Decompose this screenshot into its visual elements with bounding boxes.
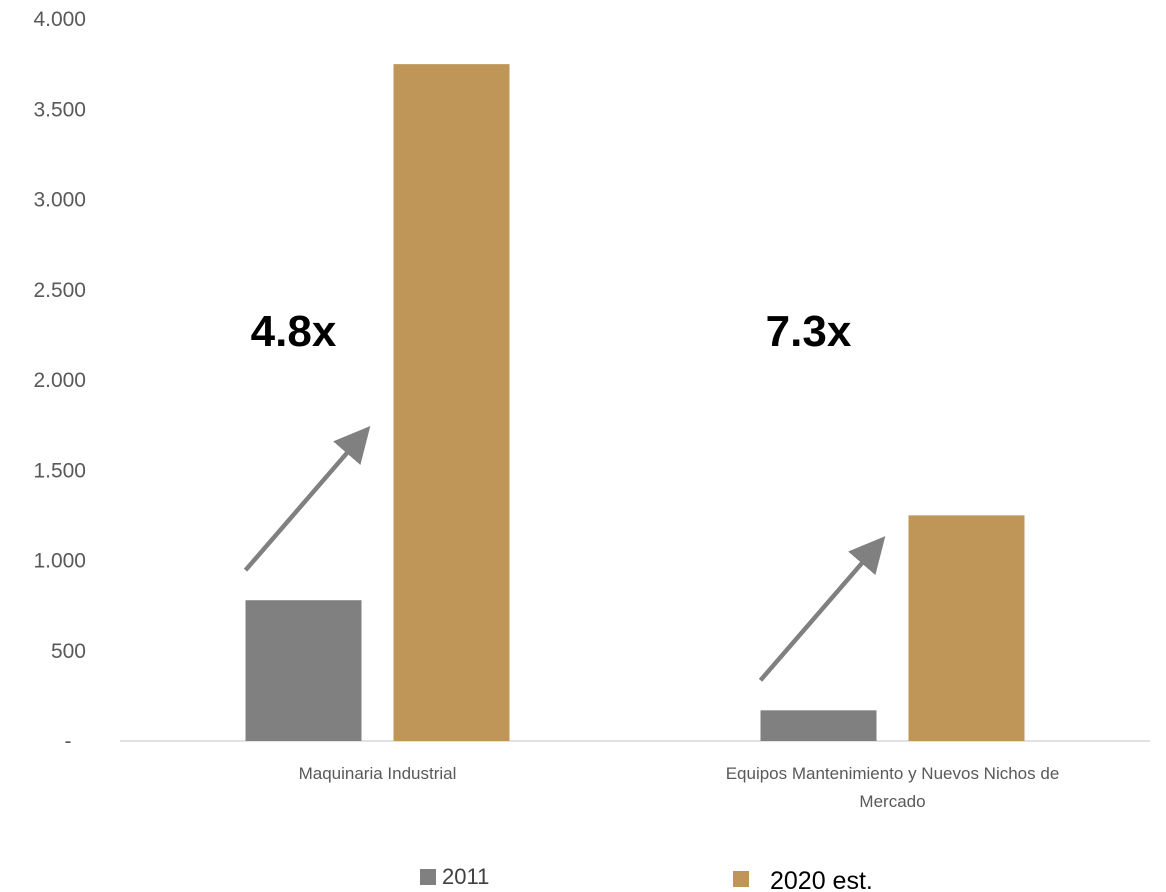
growth-arrow bbox=[761, 546, 877, 680]
bar-2011-0 bbox=[246, 600, 362, 741]
growth-arrow bbox=[246, 436, 362, 570]
y-tick-label: - bbox=[65, 730, 72, 753]
y-tick-label: 3.500 bbox=[33, 98, 86, 121]
growth-multiplier-label: 4.8x bbox=[251, 307, 337, 356]
y-tick-label: 1.000 bbox=[33, 550, 86, 573]
y-tick-label: 4.000 bbox=[33, 8, 86, 31]
y-tick-label: 3.000 bbox=[33, 189, 86, 212]
x-category-label: Mercado bbox=[859, 792, 925, 811]
y-tick-label: 500 bbox=[51, 640, 86, 663]
legend-swatch-1 bbox=[733, 871, 749, 887]
y-axis: - 500 1.000 1.500 2.000 2.500 3.000 3.500 4.000 bbox=[33, 8, 86, 753]
bar-2020-est--0 bbox=[394, 64, 510, 741]
x-axis: Maquinaria Industrial Equipos Mantenimien… bbox=[120, 741, 1150, 811]
legend-swatch-0 bbox=[420, 869, 436, 885]
legend-label-1: 2020 est. bbox=[770, 867, 873, 892]
x-category-label: Maquinaria Industrial bbox=[299, 764, 457, 783]
legend: 2011 2020 est. bbox=[420, 864, 873, 892]
bar-2011-1 bbox=[761, 710, 877, 741]
legend-label-0: 2011 bbox=[442, 864, 489, 889]
x-category-label: Equipos Mantenimiento y Nuevos Nichos de bbox=[726, 764, 1060, 783]
y-tick-label: 2.000 bbox=[33, 369, 86, 392]
bars bbox=[246, 64, 1025, 741]
y-tick-label: 1.500 bbox=[33, 459, 86, 482]
growth-multiplier-label: 7.3x bbox=[766, 307, 852, 356]
bar-2020-est--1 bbox=[909, 515, 1025, 741]
y-tick-label: 2.500 bbox=[33, 279, 86, 302]
